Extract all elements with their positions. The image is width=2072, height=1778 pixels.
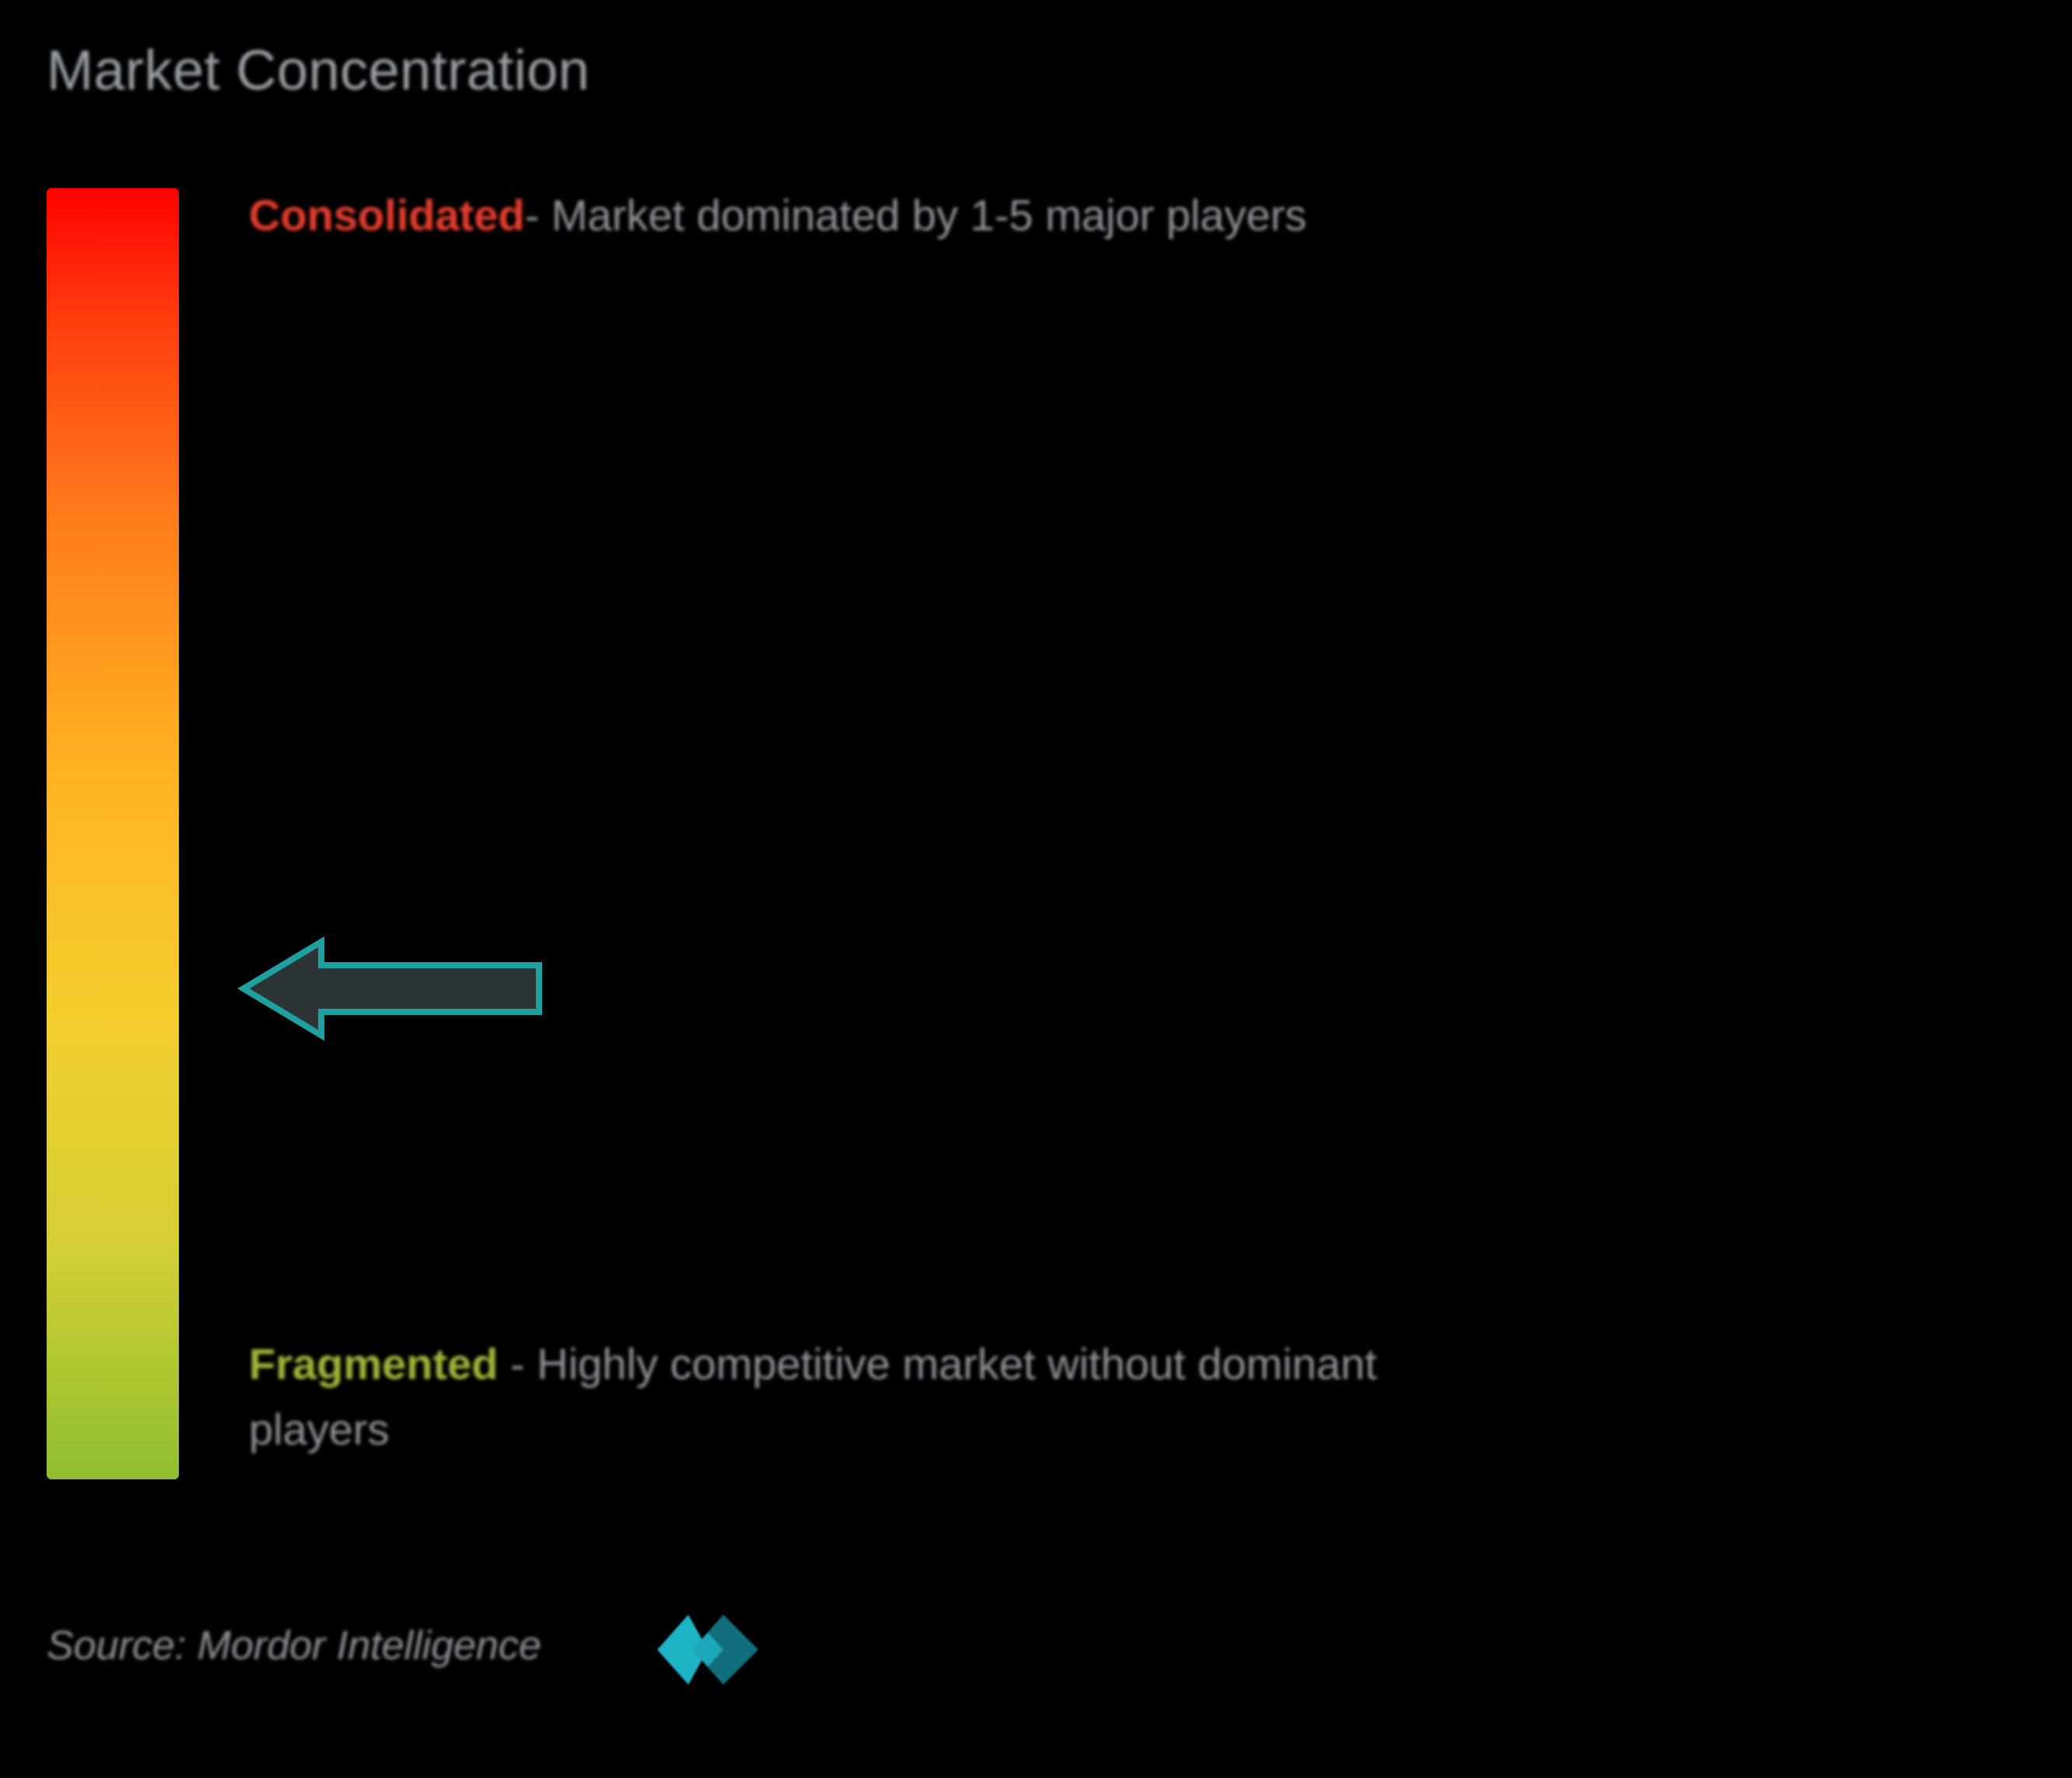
brand-logo	[649, 1603, 766, 1696]
logo-icon	[649, 1603, 766, 1696]
fragmented-label: Fragmented - Highly competitive market w…	[249, 1332, 1493, 1462]
consolidated-label: Consolidated- Market dominated by 1-5 ma…	[249, 188, 1307, 243]
fragmented-term: Fragmented	[249, 1339, 499, 1388]
indicator-arrow	[237, 936, 545, 1045]
consolidated-term: Consolidated	[249, 191, 525, 240]
consolidated-description: - Market dominated by 1-5 major players	[525, 191, 1307, 240]
source-attribution: Source: Mordor Intelligence	[47, 1622, 541, 1669]
arrow-left-icon	[237, 936, 545, 1041]
scale-border	[47, 188, 179, 1479]
infographic-container: Market Concentration Consolidated- Marke…	[0, 0, 2072, 1778]
chart-title: Market Concentration	[47, 39, 2025, 103]
